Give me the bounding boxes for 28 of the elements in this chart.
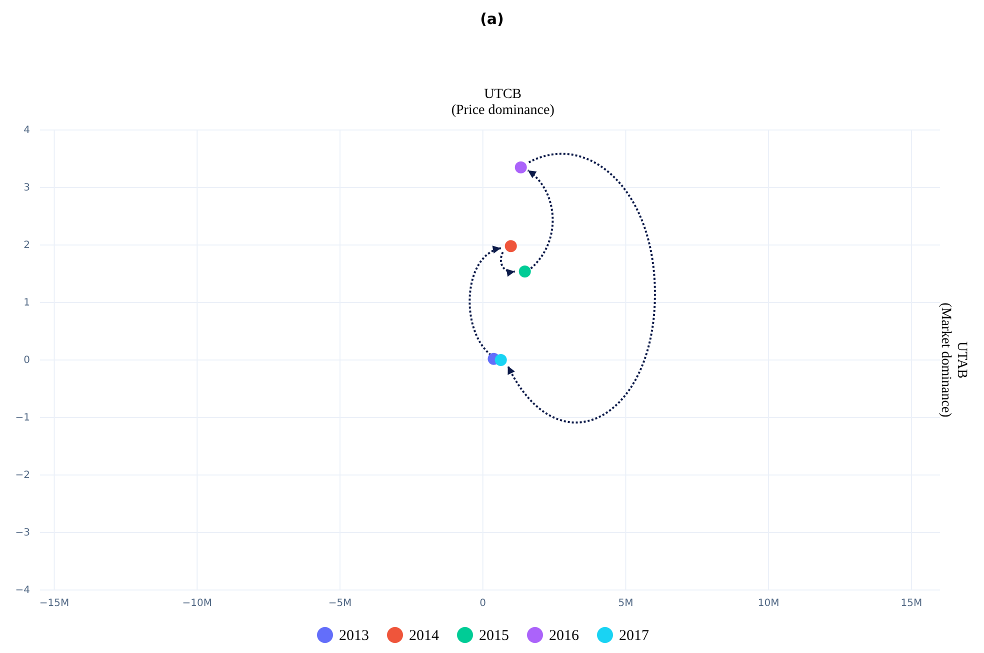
- y-axis-title: UTCB (Price dominance): [451, 87, 555, 118]
- legend-label: 2017: [619, 628, 650, 644]
- chart-title: (a): [480, 10, 504, 28]
- legend-label: 2015: [479, 628, 509, 644]
- y-tick-label: −1: [15, 412, 30, 424]
- x-tick-label: 5M: [618, 598, 634, 609]
- y-tick-label: −4: [15, 585, 30, 596]
- y-tick-label: 1: [24, 298, 30, 308]
- point: [514, 161, 527, 174]
- y-tick-label: 0: [24, 355, 30, 366]
- y-tick-label: −3: [15, 528, 30, 538]
- x-tick-label: 0: [480, 598, 486, 609]
- legend-label: 2013: [339, 628, 369, 644]
- x-tick-label: −15M: [39, 598, 70, 609]
- x-tick-label: 10M: [758, 598, 780, 609]
- y-tick-label: 3: [24, 182, 30, 194]
- y-tick-label: −2: [15, 470, 30, 481]
- y-tick-label: 2: [24, 240, 30, 251]
- y2-axis-title: UTAB (Market dominance): [938, 302, 969, 418]
- legend-label: 2014: [409, 628, 440, 644]
- legend-label: 2016: [549, 628, 580, 644]
- x-tick-label: 15M: [900, 598, 922, 609]
- point: [518, 265, 531, 278]
- x-tick-label: −5M: [328, 598, 352, 609]
- point: [504, 240, 517, 252]
- y-tick-label: 4: [24, 125, 30, 136]
- x-tick-label: −10M: [182, 598, 212, 609]
- point: [494, 354, 507, 366]
